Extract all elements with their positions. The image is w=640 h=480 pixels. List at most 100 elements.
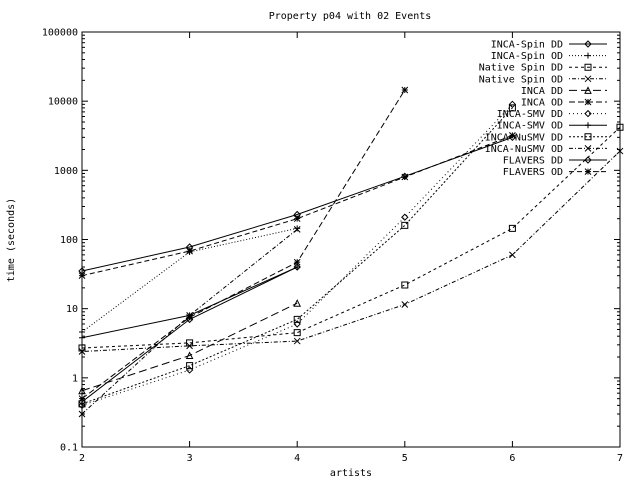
data-point [78,401,86,410]
data-point [401,86,409,94]
legend-entry-marker [584,109,592,118]
series-line [81,136,513,272]
data-point [78,395,86,403]
x-tick-label: 4 [294,453,300,464]
data-point [293,315,301,323]
series-line [81,266,298,339]
data-point [508,104,516,112]
data-point [293,299,302,307]
series-line [81,266,298,403]
axis-ticks: 2 3 4 5 6 7 0.1 1 10 100 1000 10000 100000 [42,28,623,465]
y-tick-label: 10000 [48,97,78,108]
x-tick-label: 5 [402,453,408,464]
legend-entry-marker [585,52,591,59]
data-point [78,400,86,408]
legend-entry-marker [585,122,591,129]
legend-entry-marker [584,98,592,106]
y-tick-label: 100 [60,235,78,246]
legend-entry-label: INCA-Spin DD [491,40,563,51]
data-point [293,258,301,266]
data-point [78,272,86,280]
data-point [509,132,516,139]
data-point [78,410,86,418]
series-line [81,150,621,353]
y-tick-label: 1000 [54,166,78,177]
data-point [186,362,194,370]
legend-entry-marker [584,168,592,175]
legend-entry-marker [584,75,592,83]
legend-entry-marker [584,133,592,141]
series-11 [78,132,516,280]
series-line [81,227,298,333]
legend-entry-label: INCA-NuSMV DD [485,132,563,143]
x-tick-label: 3 [187,453,193,464]
y-tick-label: 100000 [42,28,78,39]
series-0 [78,263,301,406]
data-point [508,224,516,232]
series-8 [78,104,516,408]
data-point [186,342,193,350]
series-layer [78,86,624,418]
legend-entry-label: FLAVERS DD [503,156,563,167]
legend-entry-marker [584,145,592,152]
legend-entry-label: Native Spin DD [479,63,563,74]
series-3 [78,147,624,355]
y-tick-label: 0.1 [60,443,78,454]
data-point [78,348,86,355]
series-10 [78,133,517,275]
legend-entry-label: INCA OD [521,98,563,109]
x-tick-label: 7 [617,453,623,464]
y-axis-label: time (seconds) [6,198,17,282]
data-point [293,226,301,233]
data-point [616,123,624,131]
data-point [293,215,301,223]
data-point [401,173,409,181]
data-point [186,339,194,347]
x-tick-label: 2 [79,453,85,464]
data-point [294,225,301,232]
data-point [508,100,517,109]
y-tick-label: 10 [66,304,78,315]
data-point [78,386,86,395]
data-point [79,334,85,341]
legend-entry-marker [584,40,592,48]
data-point [186,247,193,255]
data-point [293,320,301,328]
data-point [401,301,409,308]
x-axis-label: artists [330,468,372,479]
legend-entry-label: INCA-NuSMV OD [485,144,563,155]
data-point [401,281,409,289]
data-point [186,312,193,319]
series-line [81,107,513,405]
series-5 [78,86,409,403]
series-line [81,89,406,400]
data-point [79,328,85,335]
chart-title: Property p04 with 02 Events [269,11,432,22]
legend-entry-marker [584,86,592,94]
legend-entry-label: FLAVERS OD [503,167,563,178]
series-line [81,103,513,406]
legend-entry-marker [584,156,592,164]
legend-entry-label: INCA-SMV DD [497,109,563,120]
data-point [293,329,301,337]
legend-entry-label: INCA DD [521,86,563,97]
series-line [81,302,298,392]
legend-entry-marker [584,63,592,71]
series-4 [78,299,302,395]
legend-entry-label: INCA-SMV OD [497,121,563,132]
series-7 [79,264,301,341]
data-point [509,251,516,259]
data-point [401,213,409,221]
data-point [616,147,624,155]
data-point [185,366,194,374]
data-point [185,315,194,324]
x-tick-label: 6 [509,453,515,464]
legend-entry-label: Native Spin OD [479,74,563,85]
legend-entry-label: INCA-Spin OD [491,51,563,62]
data-point [401,221,409,229]
series-6 [78,100,517,410]
series-line [81,134,513,277]
